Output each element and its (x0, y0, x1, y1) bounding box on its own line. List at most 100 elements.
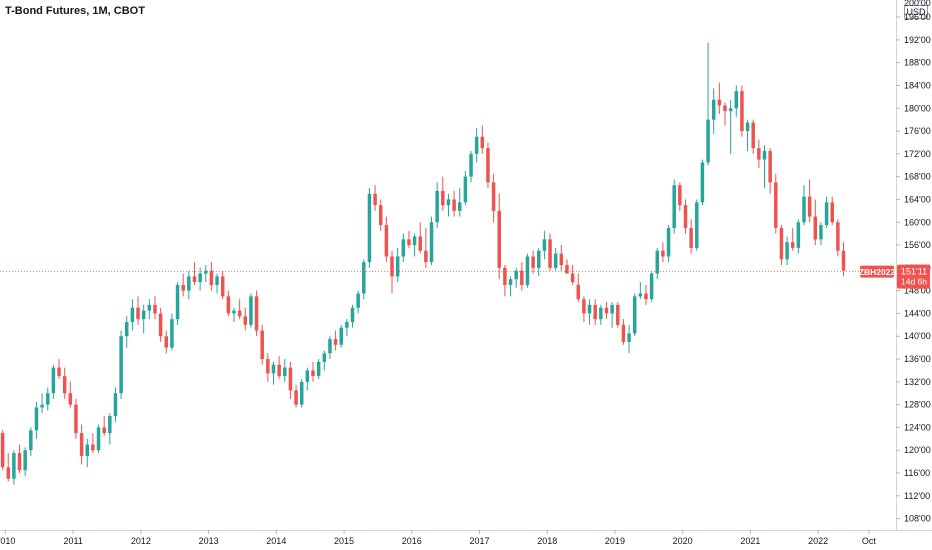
candle (638, 282, 643, 300)
candle (587, 299, 592, 325)
candle (17, 444, 22, 474)
candle-body (153, 304, 157, 314)
candle-body (373, 193, 377, 206)
candle-body (249, 296, 253, 325)
candle-body (96, 427, 101, 451)
candle-body (508, 279, 513, 285)
candle (283, 359, 287, 382)
candle (339, 324, 343, 348)
candle-body (328, 339, 332, 354)
candle-body (757, 148, 761, 160)
candle-body (136, 307, 140, 320)
candle (762, 145, 767, 189)
candle (164, 330, 169, 354)
candle (147, 299, 152, 320)
candle-body (779, 227, 784, 260)
candle-body (17, 453, 22, 471)
candle-body (497, 210, 501, 268)
candle-body (638, 293, 643, 297)
candle (740, 85, 744, 137)
candle-body (678, 185, 682, 206)
candle-body (745, 122, 750, 132)
candle-body (503, 267, 507, 285)
candle-body (649, 273, 654, 300)
candle-body (700, 162, 705, 203)
candle-body (610, 304, 614, 314)
candle (12, 450, 16, 485)
candle (604, 302, 609, 320)
price-tick-label: 188'00 (904, 58, 931, 68)
candle (463, 170, 468, 206)
candle-body (830, 202, 834, 223)
chart-title: T-Bond Futures, 1M, CBOT (5, 5, 145, 17)
candle (125, 316, 129, 348)
candle (548, 233, 552, 271)
candle (260, 324, 264, 365)
candle-body (34, 407, 39, 431)
candle-body (711, 99, 716, 120)
price-tick-label: 148'00 (904, 286, 931, 296)
candle (841, 242, 846, 277)
candle (299, 378, 304, 408)
candle-body (491, 182, 496, 211)
candle (655, 247, 660, 280)
candle (232, 307, 236, 322)
candle-body (412, 236, 417, 246)
candle (559, 245, 564, 271)
candle-body (108, 416, 112, 434)
price-tick-label: 196'00 (904, 12, 931, 22)
candle (627, 324, 631, 354)
symbol-tag-label: ZBH2022 (859, 267, 896, 277)
candle-body (525, 256, 530, 285)
candle (514, 267, 518, 288)
candle (187, 270, 191, 300)
candle-body (57, 367, 61, 377)
candle-body (768, 151, 772, 183)
candle (209, 262, 214, 291)
candle (790, 227, 795, 251)
candle-body (23, 450, 27, 471)
candle (237, 299, 242, 320)
candle (74, 398, 78, 439)
candle-body (29, 430, 33, 451)
candle-body (790, 242, 795, 248)
time-axis: 2010 2011 2012 2013 2014 2015 2016 2017 2018 2019… (0, 530, 876, 546)
price-tag-box (897, 264, 930, 289)
candle (537, 247, 541, 277)
candle (356, 290, 360, 314)
candle-body (785, 242, 789, 260)
candle-body (740, 91, 744, 132)
candle (819, 222, 823, 246)
time-tick-label: 2014 (266, 536, 286, 546)
candle-body (40, 404, 44, 408)
candle (796, 219, 801, 254)
candle-body (565, 265, 569, 274)
candle (395, 247, 400, 283)
price-tick-label: 180'00 (904, 103, 931, 113)
candle (683, 199, 688, 234)
candle-body (45, 393, 50, 405)
price-tick-label: 140'00 (904, 331, 931, 341)
candle-body (305, 370, 310, 382)
candle-body (170, 319, 174, 348)
candle-body (672, 185, 676, 228)
candle-body (559, 253, 564, 265)
candle (153, 296, 157, 320)
candle (34, 401, 39, 439)
candle-body (542, 239, 547, 251)
currency-badge[interactable]: USD (904, 5, 928, 19)
candle-body (283, 367, 287, 377)
candle (254, 290, 259, 337)
candle (328, 336, 332, 360)
candle (728, 99, 733, 154)
candle-body (254, 296, 259, 331)
price-tick-label: 160'00 (904, 217, 931, 227)
candle-body (384, 225, 389, 257)
candle-body (378, 205, 383, 226)
candle-body (463, 176, 468, 203)
candle-body (452, 199, 456, 211)
price-tag-countdown: 14d 6h (901, 277, 927, 287)
